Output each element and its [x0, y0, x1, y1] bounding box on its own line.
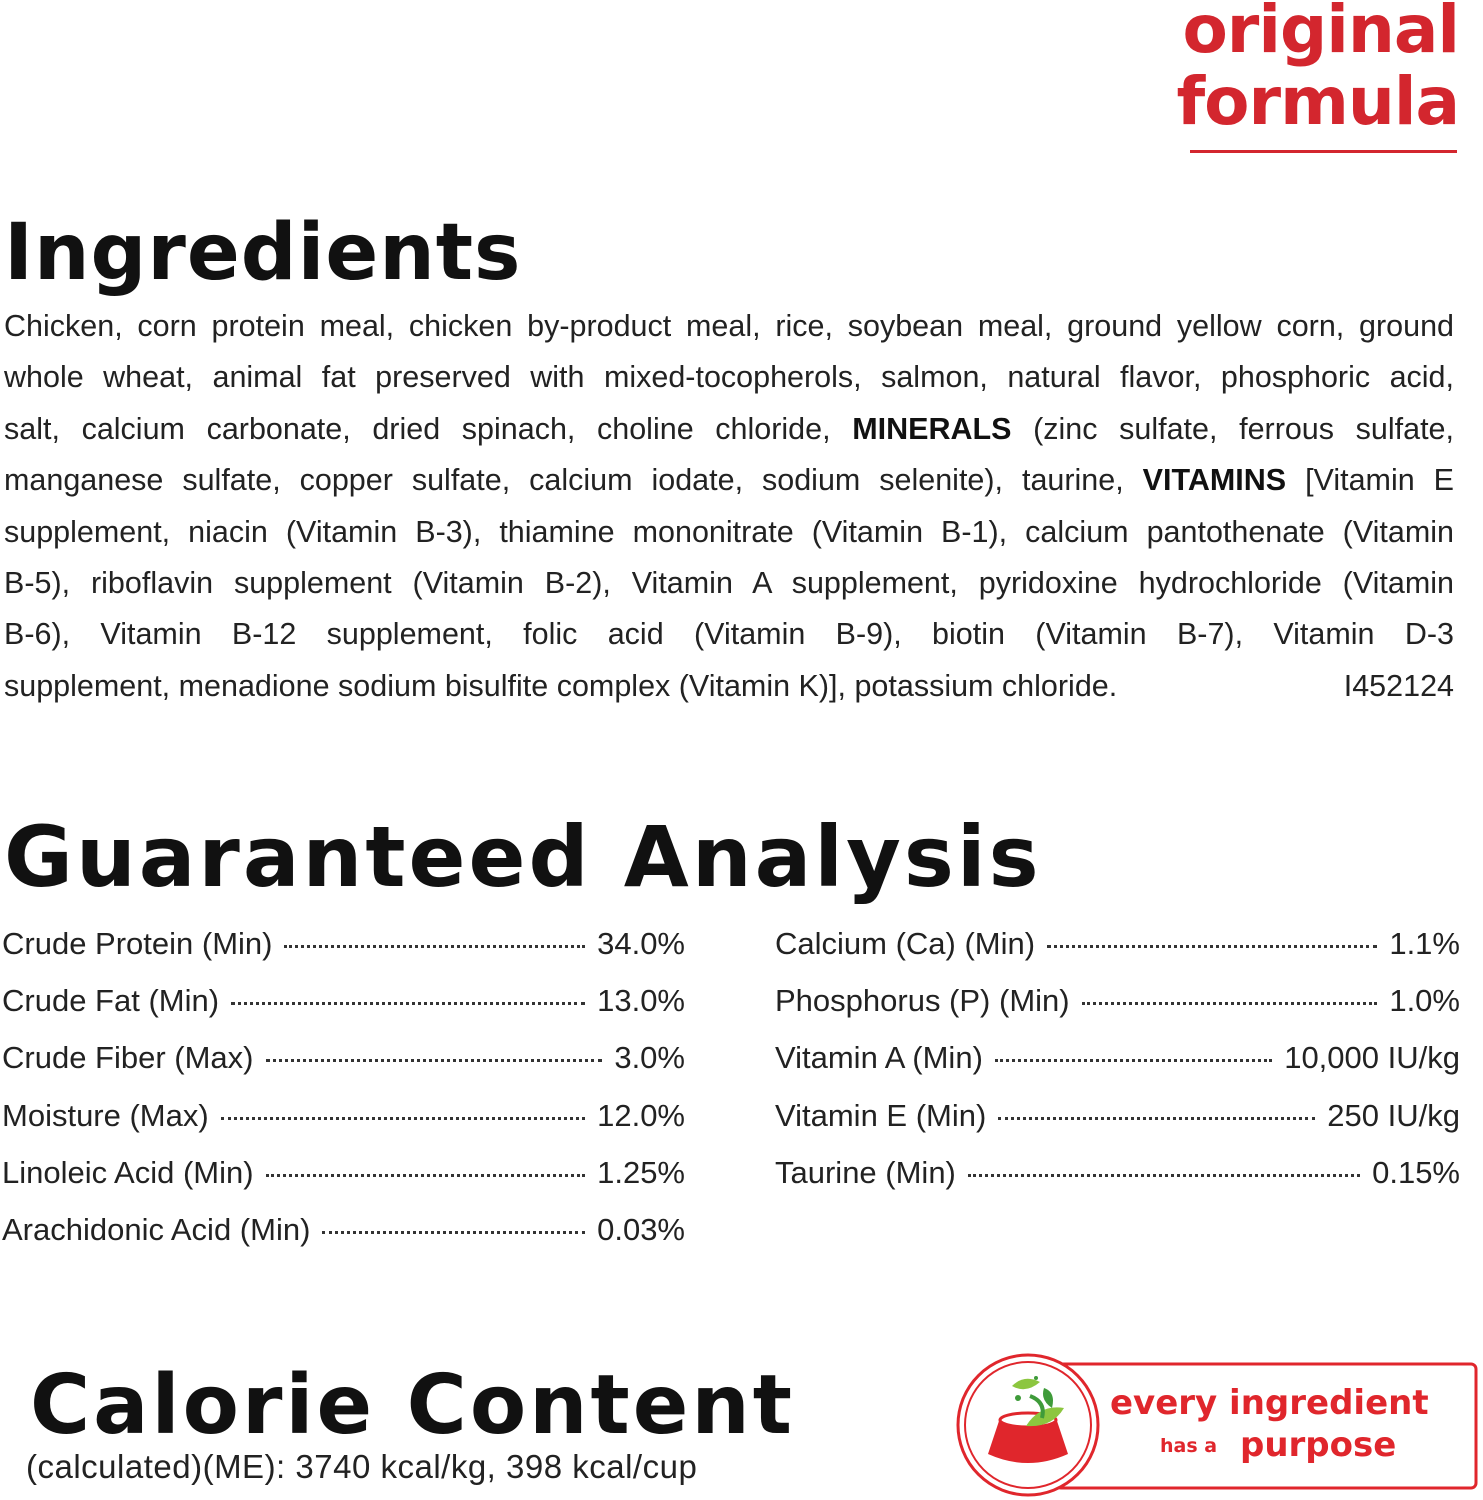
analysis-right-column: Calcium (Ca) (Min) 1.1% Phosphorus (P) (Mi… [775, 926, 1460, 1212]
ingredient-text: manganese sulfate, copper sulfate, calci… [4, 463, 1143, 498]
dot-leader [231, 1002, 586, 1006]
dot-leader [322, 1230, 586, 1234]
analysis-row: Phosphorus (P) (Min) 1.0% [775, 983, 1460, 1040]
logo-line2: formula [1176, 63, 1460, 140]
nutrient-value: 34.0% [597, 926, 685, 961]
ingredients-line: manganese sulfate, copper sulfate, calci… [4, 458, 1454, 509]
badge-line2: purpose [1240, 1425, 1396, 1465]
analysis-left-column: Crude Protein (Min) 34.0% Crude Fat (Min) 1… [2, 926, 685, 1269]
nutrient-label: Vitamin A (Min) [775, 1040, 983, 1076]
ingredient-text: supplement, niacin (Vitamin B-3), thiami… [4, 514, 1454, 549]
ingredient-text: [Vitamin E [1286, 463, 1454, 498]
ingredients-line: B-6), Vitamin B-12 supplement, folic aci… [4, 612, 1454, 663]
nutrient-value: 10,000 IU/kg [1284, 1040, 1460, 1076]
nutrient-value: 12.0% [597, 1097, 685, 1133]
nutrient-label: Vitamin E (Min) [775, 1097, 987, 1133]
ingredients-heading: Ingredients [4, 208, 522, 298]
ingredients-text: Chicken, corn protein meal, chicken by-p… [4, 304, 1454, 715]
nutrient-label: Crude Protein (Min) [2, 926, 273, 961]
ingredient-group-label: VITAMINS [1142, 463, 1287, 498]
original-formula-logo: original formula [1176, 0, 1460, 140]
ingredient-text: B-5), riboflavin supplement (Vitamin B-2… [4, 565, 1454, 600]
ingredient-text: B-6), Vitamin B-12 supplement, folic aci… [4, 617, 1454, 652]
badge-small: has a [1160, 1435, 1217, 1457]
dot-leader [967, 1173, 1361, 1177]
dot-leader [1081, 1002, 1378, 1006]
dot-leader [265, 1059, 603, 1063]
calorie-content-heading: Calorie Content [30, 1358, 795, 1453]
analysis-row: Taurine (Min) 0.15% [775, 1155, 1460, 1212]
analysis-row: Arachidonic Acid (Min) 0.03% [2, 1212, 685, 1269]
nutrient-label: Phosphorus (P) (Min) [775, 983, 1070, 1019]
analysis-row: Linoleic Acid (Min) 1.25% [2, 1155, 685, 1212]
nutrient-value: 1.0% [1389, 983, 1460, 1019]
logo-line1: original [1182, 0, 1460, 68]
ingredients-line: salt, calcium carbonate, dried spinach, … [4, 407, 1454, 458]
ingredients-line: B-5), riboflavin supplement (Vitamin B-2… [4, 561, 1454, 612]
nutrient-value: 1.25% [597, 1154, 685, 1190]
ingredient-text: Chicken, corn protein meal, chicken by-p… [4, 309, 1454, 343]
nutrient-label: Crude Fiber (Max) [2, 1040, 254, 1076]
food-bowl-with-leaves-icon [988, 1376, 1068, 1463]
calorie-content-text: (calculated)(ME): 3740 kcal/kg, 398 kcal… [26, 1448, 698, 1485]
dot-leader [998, 1116, 1316, 1120]
analysis-row: Vitamin E (Min) 250 IU/kg [775, 1098, 1460, 1155]
ingredient-text: supplement, menadione sodium bisulfite c… [4, 668, 1118, 703]
nutrient-label: Calcium (Ca) (Min) [775, 926, 1036, 961]
badge-line1: every ingredient [1110, 1383, 1429, 1423]
ingredients-line: supplement, niacin (Vitamin B-3), thiami… [4, 510, 1454, 561]
nutrient-value: 0.15% [1372, 1154, 1460, 1190]
nutrient-value: 1.1% [1389, 926, 1460, 961]
nutrient-value: 3.0% [614, 1040, 685, 1076]
every-ingredient-badge: every ingredient has a purpose [956, 1353, 1478, 1497]
dot-leader [284, 945, 586, 948]
guaranteed-analysis-heading: Guaranteed Analysis [4, 808, 1042, 906]
nutrient-label: Moisture (Max) [2, 1097, 209, 1133]
ingredients-line: Chicken, corn protein meal, chicken by-p… [4, 304, 1454, 355]
analysis-row: Crude Fiber (Max) 3.0% [2, 1040, 685, 1097]
dot-leader [994, 1059, 1273, 1063]
nutrient-value: 250 IU/kg [1327, 1097, 1460, 1133]
analysis-row: Crude Protein (Min) 34.0% [2, 926, 685, 983]
analysis-row: Calcium (Ca) (Min) 1.1% [775, 926, 1460, 983]
analysis-row: Vitamin A (Min) 10,000 IU/kg [775, 1040, 1460, 1097]
nutrient-label: Arachidonic Acid (Min) [2, 1211, 311, 1247]
logo-underline [1190, 150, 1457, 153]
nutrient-label: Taurine (Min) [775, 1154, 956, 1190]
ingredient-group-label: MINERALS [852, 411, 1012, 446]
ingredient-text: salt, calcium carbonate, dried spinach, … [4, 411, 853, 446]
product-code: I452124 [1343, 668, 1454, 703]
ingredient-text: whole wheat, animal fat preserved with m… [4, 360, 1454, 395]
ingredients-line: whole wheat, animal fat preserved with m… [4, 355, 1454, 406]
ingredient-text: (zinc sulfate, ferrous sulfate, [1011, 411, 1454, 446]
nutrient-value: 13.0% [597, 983, 685, 1019]
nutrient-value: 0.03% [597, 1211, 685, 1247]
dot-leader [1047, 945, 1378, 948]
analysis-row: Moisture (Max) 12.0% [2, 1098, 685, 1155]
nutrient-label: Linoleic Acid (Min) [2, 1154, 254, 1190]
analysis-row: Crude Fat (Min) 13.0% [2, 983, 685, 1040]
ingredients-line: supplement, menadione sodium bisulfite c… [4, 664, 1454, 715]
dot-leader [220, 1116, 586, 1120]
dot-leader [265, 1173, 586, 1177]
nutrient-label: Crude Fat (Min) [2, 983, 220, 1019]
